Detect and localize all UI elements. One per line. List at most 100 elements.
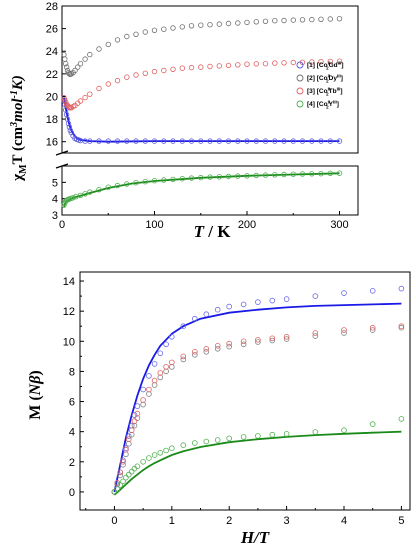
fit-line	[63, 97, 340, 143]
data-point	[336, 170, 343, 176]
y-tick-label: 24	[46, 46, 58, 58]
magnetization-y-axis-label: M (Nβ)	[27, 370, 44, 420]
data-point	[161, 177, 167, 183]
data-point	[77, 98, 84, 104]
data-point	[240, 341, 247, 348]
data-point	[114, 138, 121, 144]
data-point	[327, 170, 333, 176]
data-point	[398, 324, 405, 331]
x-tick-label: 3	[284, 515, 290, 527]
data-point	[65, 120, 72, 127]
data-point	[133, 72, 139, 78]
y-tick-label: 28	[46, 1, 58, 13]
data-point	[180, 323, 187, 330]
data-point	[198, 138, 204, 144]
data-point	[151, 177, 158, 184]
data-point	[318, 59, 324, 65]
data-point	[96, 186, 102, 193]
y-tick-label: 8	[69, 366, 75, 378]
legend-entry: [3] [CoII 2TbIII]	[307, 87, 343, 97]
data-point	[216, 138, 222, 144]
data-point	[281, 171, 287, 178]
data-point	[142, 29, 148, 35]
y-tick-label: 5	[52, 177, 58, 189]
x-tick-label: 2	[226, 515, 232, 527]
data-point	[203, 438, 210, 445]
data-point	[272, 172, 278, 178]
data-point	[369, 327, 376, 333]
data-point	[272, 138, 278, 144]
data-point	[142, 178, 148, 185]
data-point	[151, 27, 158, 33]
data-point	[96, 85, 102, 92]
data-point	[327, 138, 333, 144]
data-point	[269, 337, 276, 344]
data-point	[151, 361, 158, 367]
data-point	[198, 22, 204, 28]
data-point	[179, 175, 185, 182]
data-point	[128, 431, 135, 438]
data-point	[146, 391, 152, 397]
data-point	[192, 351, 198, 358]
data-point	[244, 61, 250, 67]
data-point	[225, 62, 232, 69]
x-tick-label: 0	[59, 219, 65, 231]
chi-t-x-axis-label: T / K	[194, 222, 232, 241]
data-point	[146, 455, 152, 461]
data-point	[169, 333, 175, 340]
data-point	[134, 410, 141, 417]
data-point	[170, 25, 176, 31]
x-tick-label: 1	[169, 515, 175, 527]
data-point	[244, 138, 250, 144]
data-point	[87, 91, 93, 97]
data-point	[180, 353, 187, 360]
data-point	[157, 370, 164, 376]
data-point	[255, 336, 261, 343]
data-point	[114, 77, 121, 84]
chi-t-legend: [1] [CoII 2GdIII] [2] [CoII 2DyIII] [3] [CoI…	[296, 61, 344, 110]
data-point	[336, 138, 343, 144]
data-point	[269, 431, 276, 438]
data-point	[123, 445, 129, 452]
data-point	[214, 437, 221, 443]
data-point	[120, 461, 126, 468]
data-point	[126, 436, 132, 443]
data-point	[309, 171, 315, 177]
data-point	[235, 20, 241, 26]
data-point	[134, 415, 141, 421]
data-point	[207, 138, 213, 144]
data-point	[105, 41, 111, 48]
data-point	[299, 171, 306, 177]
x-tick-label: 300	[330, 219, 348, 231]
data-point	[62, 61, 69, 67]
data-point	[128, 468, 135, 475]
data-point	[207, 22, 213, 28]
data-point	[240, 434, 247, 440]
data-point	[192, 440, 198, 446]
data-point	[255, 299, 261, 305]
data-point	[124, 74, 130, 80]
data-point	[123, 446, 129, 453]
data-point	[146, 386, 152, 393]
data-point	[114, 486, 121, 492]
data-point	[96, 46, 102, 52]
data-point	[216, 63, 222, 69]
data-point	[96, 138, 102, 144]
y-tick-label: 2	[69, 457, 75, 469]
data-point	[123, 451, 129, 458]
data-point	[192, 315, 198, 322]
data-point	[133, 179, 139, 186]
data-point	[255, 339, 261, 345]
data-point	[262, 61, 269, 67]
data-point	[188, 23, 195, 29]
data-point	[151, 68, 158, 75]
data-point	[309, 59, 315, 65]
data-point	[169, 445, 175, 452]
data-point	[192, 348, 198, 355]
data-point	[179, 138, 185, 144]
data-point	[272, 60, 278, 66]
data-point	[299, 138, 306, 144]
data-point	[398, 416, 405, 422]
data-point	[161, 26, 167, 32]
data-point	[131, 418, 138, 424]
